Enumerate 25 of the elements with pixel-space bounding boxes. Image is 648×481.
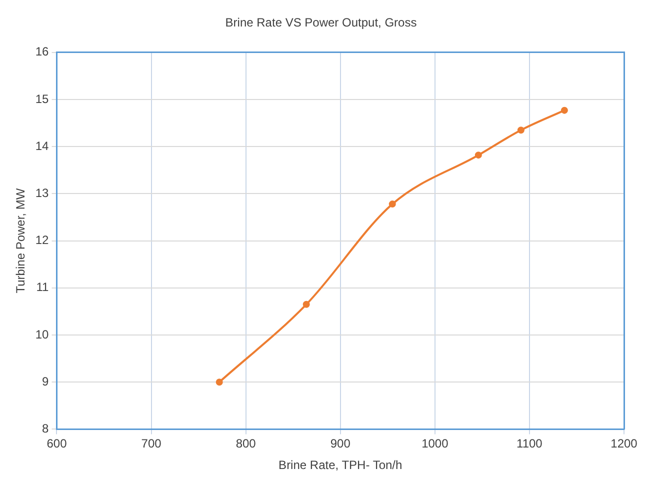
y-tick-label: 10	[35, 327, 50, 342]
x-tick-label: 900	[330, 436, 351, 451]
point	[216, 378, 223, 386]
x-tick-label: 600	[46, 436, 68, 451]
point	[388, 200, 396, 208]
point	[474, 152, 482, 159]
y-tick-label: 12	[35, 233, 50, 248]
chart-title: Brine Rate VS Power Output, Gross	[225, 16, 417, 30]
x-tick-label: 1000	[422, 436, 449, 451]
x-axis-title: Brine Rate, TPH- Ton/h	[278, 458, 402, 472]
x-tick-label: 1200	[610, 436, 638, 451]
x-tick-label: 800	[236, 436, 256, 451]
point	[560, 106, 568, 114]
y-tick-label: 14	[35, 138, 50, 153]
y-axis-title: Turbine Power, MW	[14, 188, 28, 294]
x-tick-label: 1100	[516, 436, 543, 451]
y-tick-label: 16	[35, 44, 50, 59]
y-tick-label: 9	[42, 374, 50, 388]
y-tick-label: 8	[42, 422, 50, 436]
point	[302, 300, 310, 308]
y-tick-label: 15	[35, 92, 50, 106]
point	[517, 126, 524, 134]
x-tick-label: 700	[141, 436, 162, 451]
y-tick-label: 13	[35, 186, 50, 200]
y-tick-label: 11	[36, 280, 50, 294]
